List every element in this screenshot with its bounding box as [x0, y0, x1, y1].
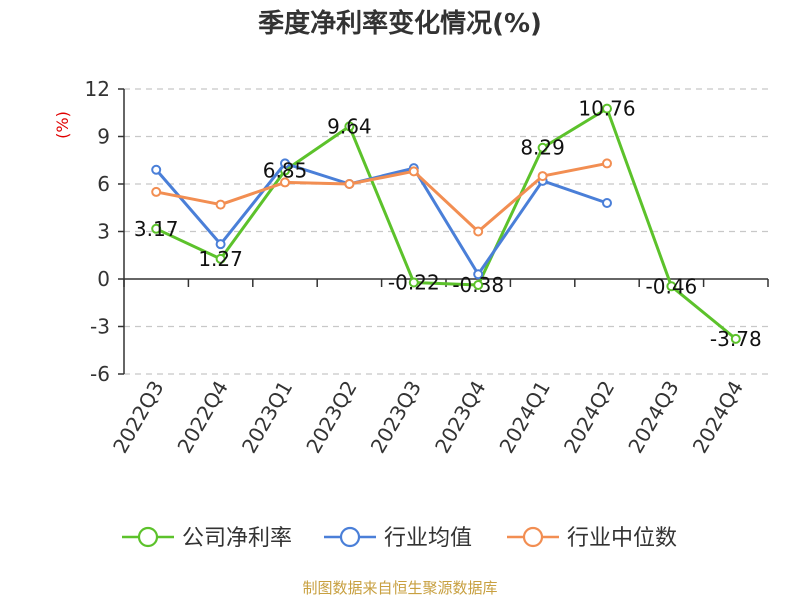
data-label: -0.46	[646, 274, 698, 298]
x-tick-label: 2024Q2	[559, 377, 619, 458]
x-tick-label: 2024Q4	[688, 377, 748, 458]
y-tick-label: 6	[97, 172, 110, 196]
data-point	[602, 158, 612, 169]
data-label: -0.38	[452, 273, 504, 297]
data-point	[602, 198, 612, 208]
grid	[124, 88, 768, 375]
legend-label: 行业均值	[384, 526, 472, 551]
data-point	[344, 179, 355, 189]
y-tick-label: 9	[97, 125, 110, 149]
data-point	[280, 177, 290, 188]
series-line-2	[155, 161, 608, 233]
legend-marker	[522, 526, 544, 548]
data-label: 6.85	[263, 159, 308, 183]
legend-marker	[339, 526, 361, 548]
data-point	[280, 158, 290, 169]
x-tick-label: 2023Q4	[430, 377, 490, 458]
legend-label: 行业中位数	[567, 526, 677, 551]
x-tick-label: 2023Q1	[237, 377, 297, 458]
x-tick-label: 2023Q2	[301, 377, 361, 458]
data-point	[215, 253, 226, 264]
data-point	[537, 142, 548, 153]
data-label: 1.27	[198, 247, 243, 271]
data-label: 3.17	[134, 217, 179, 241]
chart-title: 季度净利率变化情况(%)	[258, 8, 542, 39]
data-point	[344, 121, 355, 132]
data-point	[666, 281, 677, 292]
x-tick-label: 2024Q1	[494, 377, 554, 458]
data-point	[151, 164, 162, 175]
data-point	[151, 186, 162, 197]
data-point	[730, 333, 741, 344]
y-tick-label: 0	[97, 267, 110, 291]
data-point	[473, 226, 484, 237]
x-tick-label: 2022Q3	[108, 377, 168, 458]
y-axis-label: (%)	[53, 111, 72, 139]
x-tick-label: 2023Q3	[366, 377, 426, 458]
data-point	[473, 269, 484, 280]
legend-label: 公司净利率	[182, 526, 292, 551]
data-label: -0.22	[388, 270, 440, 294]
series-group	[151, 103, 741, 344]
x-tick-label: 2022Q4	[172, 377, 232, 458]
series-line-0	[155, 107, 737, 341]
data-point	[215, 239, 226, 250]
y-tick-label: 12	[85, 77, 110, 101]
legend: 公司净利率 行业均值 行业中位数	[122, 526, 677, 551]
data-label: -3.78	[710, 327, 762, 351]
y-ticks: 12 9 6 3 0 -3 -6	[85, 77, 124, 386]
data-label: 10.76	[578, 97, 635, 121]
data-label: 9.64	[327, 114, 372, 138]
source-note: 制图数据来自恒生聚源数据库	[302, 579, 497, 597]
y-tick-label: 3	[97, 220, 110, 244]
legend-marker	[137, 526, 159, 548]
data-point	[537, 171, 548, 182]
x-ticks: 2022Q3 2022Q4 2023Q1 2023Q2 2023Q3 2023Q4 2024…	[108, 279, 769, 458]
data-point	[408, 166, 419, 177]
data-point	[151, 223, 162, 234]
series-line-1	[155, 161, 608, 276]
data-label: 8.29	[520, 136, 565, 160]
y-tick-label: -6	[90, 362, 110, 386]
data-labels: 3.17 1.27 6.85 9.64 -0.22 -0.38 8.29 10.76 -0.46…	[134, 97, 762, 351]
data-point	[215, 199, 226, 210]
x-tick-label: 2024Q3	[623, 377, 683, 458]
data-point	[602, 103, 612, 114]
y-tick-label: -3	[90, 315, 110, 339]
data-point	[408, 277, 419, 288]
data-point	[473, 280, 484, 291]
